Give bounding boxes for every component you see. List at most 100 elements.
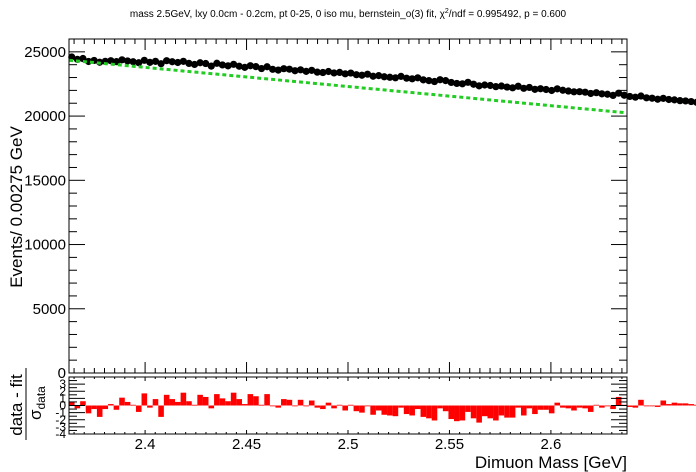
data-point	[536, 85, 545, 93]
data-point	[637, 92, 645, 100]
data-point	[302, 67, 310, 75]
data-point	[575, 88, 584, 96]
pull-bar	[615, 396, 622, 406]
chart-title-superscript: 2	[445, 8, 449, 15]
pull-bar	[627, 405, 633, 407]
pull-bar	[320, 405, 326, 410]
data-point	[386, 73, 394, 81]
pull-bar	[96, 405, 103, 417]
data-point	[313, 68, 321, 76]
data-point	[458, 80, 466, 88]
pull-bar	[119, 397, 125, 406]
pull-bar	[654, 405, 661, 407]
pull-bar	[666, 404, 672, 406]
data-point	[369, 72, 377, 80]
pull-bar	[175, 401, 181, 406]
pull-bar	[677, 403, 683, 406]
pull-bar	[202, 396, 209, 406]
data-point	[642, 94, 651, 102]
data-point	[207, 62, 215, 70]
pull-bar	[604, 405, 611, 407]
pull-bar	[571, 405, 577, 411]
pull-bar	[565, 405, 572, 409]
data-point	[308, 66, 316, 74]
data-point	[598, 90, 606, 98]
data-point	[615, 89, 623, 97]
chart-title: mass 2.5GeV, lxy 0.0cm - 0.2cm, pt 0-25,…	[130, 8, 567, 20]
pull-bar	[353, 405, 360, 412]
pull-bar	[152, 399, 159, 406]
data-point	[453, 79, 461, 88]
pull-bar	[414, 405, 421, 410]
data-point	[681, 97, 690, 105]
pull-bar	[325, 402, 332, 406]
pull-bar	[264, 394, 270, 406]
data-point	[475, 82, 483, 90]
data-point	[157, 60, 165, 68]
pull-bar	[409, 405, 415, 416]
pull-bar	[359, 405, 365, 413]
pull-bar	[509, 405, 516, 418]
pull-bar	[336, 404, 343, 406]
data-point	[559, 86, 567, 94]
pull-bar	[286, 399, 293, 406]
pull-bar	[643, 405, 650, 407]
data-point	[135, 59, 143, 67]
data-point	[648, 94, 656, 102]
pull-bar	[649, 405, 655, 407]
data-point	[391, 74, 400, 82]
y-tick-label: 5000	[33, 301, 66, 318]
pull-bar	[219, 398, 226, 406]
y-tick-label: 15000	[24, 172, 66, 189]
data-point	[140, 56, 148, 64]
x-axis-label: Dimuon Mass [GeV]	[475, 453, 627, 472]
data-point	[665, 95, 673, 104]
x-tick-label: 2.4	[135, 436, 156, 453]
data-point	[190, 60, 199, 69]
ratio-ylabel-denominator: σdata	[26, 386, 48, 420]
data-point	[676, 97, 684, 105]
data-point	[146, 58, 154, 66]
chart-title-main: mass 2.5GeV, lxy 0.0cm - 0.2cm, pt 0-25,…	[130, 9, 446, 20]
data-point	[626, 92, 634, 101]
pull-bar	[431, 405, 438, 421]
pull-bar	[593, 404, 600, 406]
pull-bar	[113, 405, 120, 410]
data-point	[375, 72, 383, 80]
data-point	[347, 69, 355, 77]
data-point	[670, 96, 679, 104]
ratio-y-tick-label: -2	[55, 413, 66, 427]
data-point	[118, 56, 126, 64]
data-point	[414, 74, 422, 82]
data-point	[68, 53, 76, 61]
pull-bar	[381, 405, 388, 415]
pull-bar	[465, 405, 471, 412]
pull-bar	[403, 405, 410, 415]
pull-bar	[426, 405, 432, 419]
pull-bar	[504, 405, 510, 418]
x-tick-label: 2.6	[540, 436, 561, 453]
pull-bar	[303, 405, 309, 407]
data-point	[570, 88, 578, 96]
data-point	[509, 84, 517, 92]
pull-bar	[269, 405, 276, 407]
data-point	[319, 68, 327, 77]
pull-bar	[599, 405, 605, 408]
data-point	[542, 85, 550, 94]
pull-bar	[560, 405, 566, 408]
pull-bar	[532, 405, 538, 415]
pull-bar	[69, 401, 75, 406]
data-point	[123, 57, 132, 65]
data-point	[107, 57, 115, 65]
pull-bar	[292, 405, 298, 407]
pull-bar	[342, 405, 348, 411]
data-point	[363, 70, 372, 78]
data-point	[163, 57, 171, 65]
pull-bar	[387, 405, 393, 416]
pull-bar	[158, 405, 164, 417]
data-point	[129, 58, 137, 66]
data-point	[185, 59, 193, 68]
pull-bar	[548, 405, 555, 414]
